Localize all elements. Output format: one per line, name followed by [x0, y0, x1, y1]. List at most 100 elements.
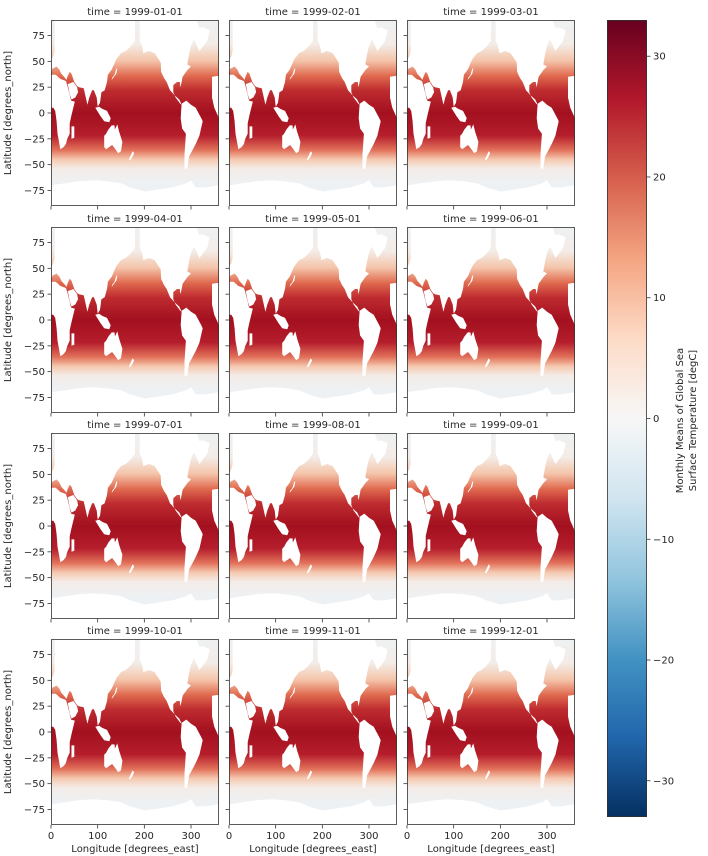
facet-panel: time = 1999-12-01 0 100 200 300 Longitude [de… — [403, 626, 575, 855]
colorbar-tick-label: −30 — [653, 776, 674, 787]
land-madagascar — [427, 333, 431, 346]
land-greenland — [191, 440, 210, 464]
land-greenland — [547, 646, 566, 670]
facet-panel: time = 1999-06-01 — [403, 214, 575, 417]
facet-panel: time = 1999-09-01 — [403, 420, 575, 623]
land-south-america — [358, 513, 381, 582]
land-arabia — [67, 82, 79, 100]
land-madagascar — [249, 745, 253, 758]
land-africa — [407, 487, 431, 563]
land-eurasia — [407, 433, 491, 520]
y-tick-label: −75 — [24, 599, 45, 610]
land-australia — [104, 537, 123, 567]
land-south-america — [358, 100, 381, 169]
land-eurasia — [407, 20, 491, 107]
land-north-america — [139, 227, 200, 312]
facet-panel: time = 1999-05-01 — [225, 214, 397, 417]
land-indonesia — [95, 313, 111, 330]
land-indonesia — [95, 519, 111, 536]
land-south-america — [536, 307, 559, 376]
land-nz — [128, 770, 135, 780]
y-tick-label: −75 — [24, 393, 45, 404]
facet-panel: time = 1999-11-01 0 100 200 300 Longitude [de… — [225, 626, 397, 855]
land-madagascar — [249, 539, 253, 552]
land-antarctica — [51, 387, 219, 413]
land-nz — [484, 151, 491, 161]
land-madagascar — [427, 539, 431, 552]
panel-frame — [51, 20, 219, 206]
x-tick-label: 200 — [491, 831, 510, 842]
land-arabia — [245, 82, 257, 100]
y-tick-label: −25 — [24, 341, 45, 352]
y-tick-label: −75 — [24, 805, 45, 816]
land-madagascar — [427, 745, 431, 758]
land-east-atlantic-edge — [212, 282, 219, 326]
land-arabia — [423, 82, 435, 100]
land-japan — [467, 275, 474, 287]
panel-frame — [407, 639, 575, 825]
facet-panel: time = 1999-07-01 −75 −50 −25 0 25 50 75 Latitud… — [3, 420, 219, 623]
land-madagascar — [71, 745, 75, 758]
land-africa — [229, 487, 253, 563]
land-indonesia — [451, 313, 467, 330]
x-axis-label: Longitude [degrees_east] — [249, 844, 376, 855]
panel-frame — [51, 227, 219, 413]
land-nz — [128, 564, 135, 574]
land-antarctica — [407, 593, 575, 619]
land-antarctica — [229, 799, 397, 825]
land-eurasia — [229, 639, 313, 726]
land-australia — [104, 743, 123, 773]
land-australia — [104, 124, 123, 154]
land-greenland — [369, 27, 388, 51]
land-japan — [289, 481, 296, 493]
panel-title: time = 1999-04-01 — [87, 214, 182, 225]
facet-panel: time = 1999-01-01 −75 −50 −25 0 25 50 75 Latitud… — [3, 7, 219, 210]
land-east-atlantic-edge — [212, 488, 219, 532]
land-eurasia — [51, 433, 135, 520]
facet-panel: time = 1999-08-01 — [225, 420, 397, 623]
y-tick-label: −50 — [24, 160, 45, 171]
land-nz — [306, 151, 313, 161]
land-east-atlantic-edge — [568, 694, 575, 738]
land-australia — [460, 124, 479, 154]
panel-frame — [229, 433, 397, 619]
y-tick-label: 25 — [32, 290, 45, 301]
land-indonesia — [451, 519, 467, 536]
panel-title: time = 1999-10-01 — [87, 626, 182, 637]
land-australia — [460, 331, 479, 361]
land-madagascar — [249, 333, 253, 346]
y-tick-label: 50 — [32, 264, 45, 275]
x-tick-label: 200 — [135, 831, 154, 842]
y-tick-label: −50 — [24, 779, 45, 790]
land-africa — [407, 281, 431, 357]
land-madagascar — [71, 539, 75, 552]
land-greenland — [369, 440, 388, 464]
land-australia — [282, 124, 301, 154]
land-antarctica — [407, 799, 575, 825]
land-north-america — [495, 20, 556, 105]
land-east-atlantic-edge — [390, 694, 397, 738]
land-south-america — [536, 719, 559, 788]
land-arabia — [423, 701, 435, 719]
colorbar-tick-label: 10 — [653, 293, 666, 304]
land-indonesia — [273, 725, 289, 742]
land-africa — [51, 693, 75, 769]
x-axis-label: Longitude [degrees_east] — [71, 844, 198, 855]
land-east-atlantic-edge — [568, 488, 575, 532]
land-nz — [484, 564, 491, 574]
land-eurasia — [407, 227, 491, 314]
land-antarctica — [229, 387, 397, 413]
land-greenland — [191, 646, 210, 670]
land-indonesia — [273, 313, 289, 330]
y-tick-label: 50 — [32, 676, 45, 687]
land-south-america — [358, 307, 381, 376]
land-antarctica — [51, 593, 219, 619]
land-east-atlantic-edge — [390, 75, 397, 119]
land-japan — [111, 275, 118, 287]
land-indonesia — [451, 725, 467, 742]
land-nz — [128, 358, 135, 368]
land-australia — [282, 537, 301, 567]
y-tick-label: 0 — [39, 316, 45, 327]
land-japan — [289, 275, 296, 287]
